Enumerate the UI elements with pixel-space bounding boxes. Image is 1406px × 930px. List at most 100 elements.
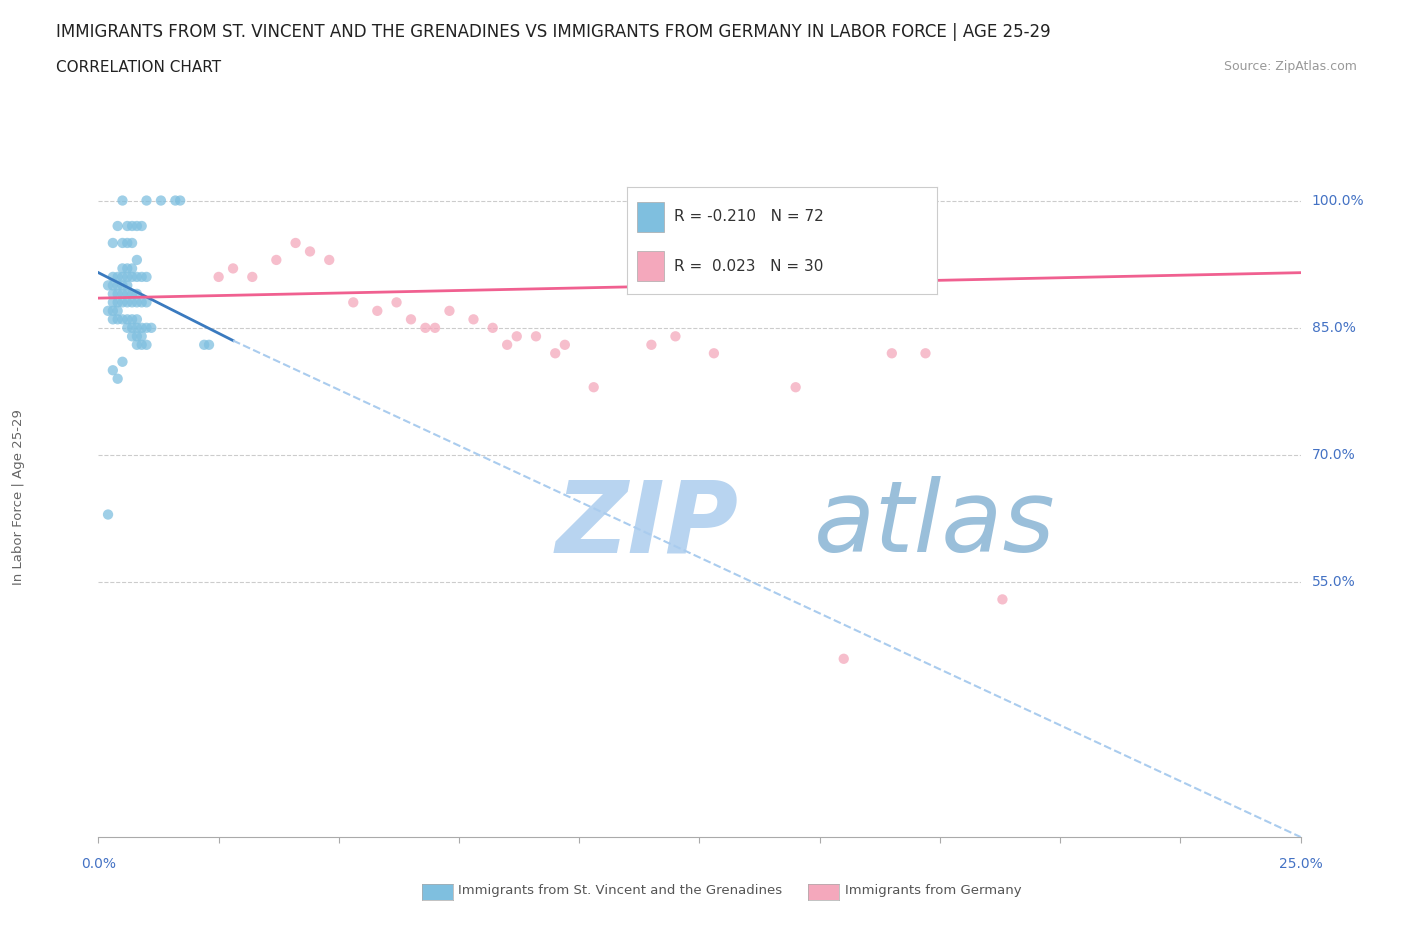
Point (169, 193, 191, 208)
Point (165, 193, 187, 208)
Point (135, 193, 157, 208)
Point (125, 286, 148, 301)
FancyBboxPatch shape (637, 251, 665, 281)
Text: In Labor Force | Age 25-29: In Labor Force | Age 25-29 (11, 409, 25, 586)
Point (111, 235, 134, 250)
Point (524, 329, 547, 344)
Point (121, 295, 143, 310)
Point (121, 312, 143, 326)
Point (415, 320, 437, 335)
Point (131, 320, 153, 335)
Point (101, 270, 124, 285)
Point (117, 219, 139, 233)
Point (582, 379, 605, 394)
Point (481, 320, 503, 335)
Text: CORRELATION CHART: CORRELATION CHART (56, 60, 221, 75)
Text: Immigrants from St. Vincent and the Grenadines: Immigrants from St. Vincent and the Gren… (458, 884, 783, 897)
Point (107, 278, 129, 293)
Text: ZIP: ZIP (555, 476, 738, 573)
Point (131, 295, 153, 310)
Point (463, 312, 485, 326)
Point (111, 278, 134, 293)
Point (193, 338, 215, 352)
Text: 55.0%: 55.0% (1312, 576, 1355, 590)
Point (832, 651, 855, 666)
Point (880, 346, 903, 361)
Point (97, 507, 120, 522)
Point (101, 278, 124, 293)
Point (107, 303, 129, 318)
Point (554, 338, 576, 352)
Point (135, 270, 157, 285)
Point (121, 219, 143, 233)
Point (506, 329, 529, 344)
Point (198, 338, 221, 352)
Point (101, 235, 124, 250)
Point (107, 270, 129, 285)
Point (121, 270, 143, 285)
Point (141, 320, 163, 335)
Point (125, 329, 148, 344)
Point (125, 320, 148, 335)
Text: 85.0%: 85.0% (1312, 321, 1355, 335)
Point (149, 193, 172, 208)
Point (318, 252, 340, 268)
Point (240, 270, 263, 285)
Point (640, 338, 662, 352)
Text: 0.0%: 0.0% (82, 857, 115, 871)
Point (107, 312, 129, 326)
Point (125, 295, 148, 310)
Point (135, 338, 157, 352)
Text: R =  0.023   N = 30: R = 0.023 N = 30 (673, 259, 823, 273)
Point (208, 270, 231, 285)
Point (125, 338, 148, 352)
Point (298, 244, 321, 259)
Point (135, 295, 157, 310)
Point (101, 286, 124, 301)
Point (111, 270, 134, 285)
Point (125, 252, 148, 268)
Point (107, 371, 129, 386)
Point (785, 379, 807, 394)
Point (117, 312, 139, 326)
Point (111, 295, 134, 310)
Point (439, 303, 461, 318)
Point (107, 219, 129, 233)
Text: 100.0%: 100.0% (1312, 193, 1364, 207)
Text: 25.0%: 25.0% (1278, 857, 1323, 871)
Point (284, 235, 307, 250)
Point (544, 346, 567, 361)
Point (125, 312, 148, 326)
Point (496, 338, 519, 352)
Text: IMMIGRANTS FROM ST. VINCENT AND THE GRENADINES VS IMMIGRANTS FROM GERMANY IN LAB: IMMIGRANTS FROM ST. VINCENT AND THE GREN… (56, 23, 1050, 41)
FancyBboxPatch shape (637, 202, 665, 232)
Point (135, 320, 157, 335)
Point (423, 320, 446, 335)
Point (111, 193, 134, 208)
Point (266, 252, 288, 268)
Point (121, 286, 143, 301)
Point (111, 354, 134, 369)
Point (101, 295, 124, 310)
Point (121, 329, 143, 344)
Point (107, 295, 129, 310)
Point (101, 363, 124, 378)
Point (121, 261, 143, 276)
Point (121, 320, 143, 335)
Point (111, 261, 134, 276)
Point (703, 346, 725, 361)
Point (107, 286, 129, 301)
Point (117, 235, 139, 250)
Point (121, 235, 143, 250)
Text: atlas: atlas (814, 476, 1056, 573)
Point (125, 270, 148, 285)
Point (117, 278, 139, 293)
Point (366, 303, 388, 318)
Point (131, 270, 153, 285)
Point (117, 295, 139, 310)
Point (991, 591, 1014, 606)
Point (97, 278, 120, 293)
Point (97, 303, 120, 318)
Point (131, 329, 153, 344)
Point (125, 219, 148, 233)
